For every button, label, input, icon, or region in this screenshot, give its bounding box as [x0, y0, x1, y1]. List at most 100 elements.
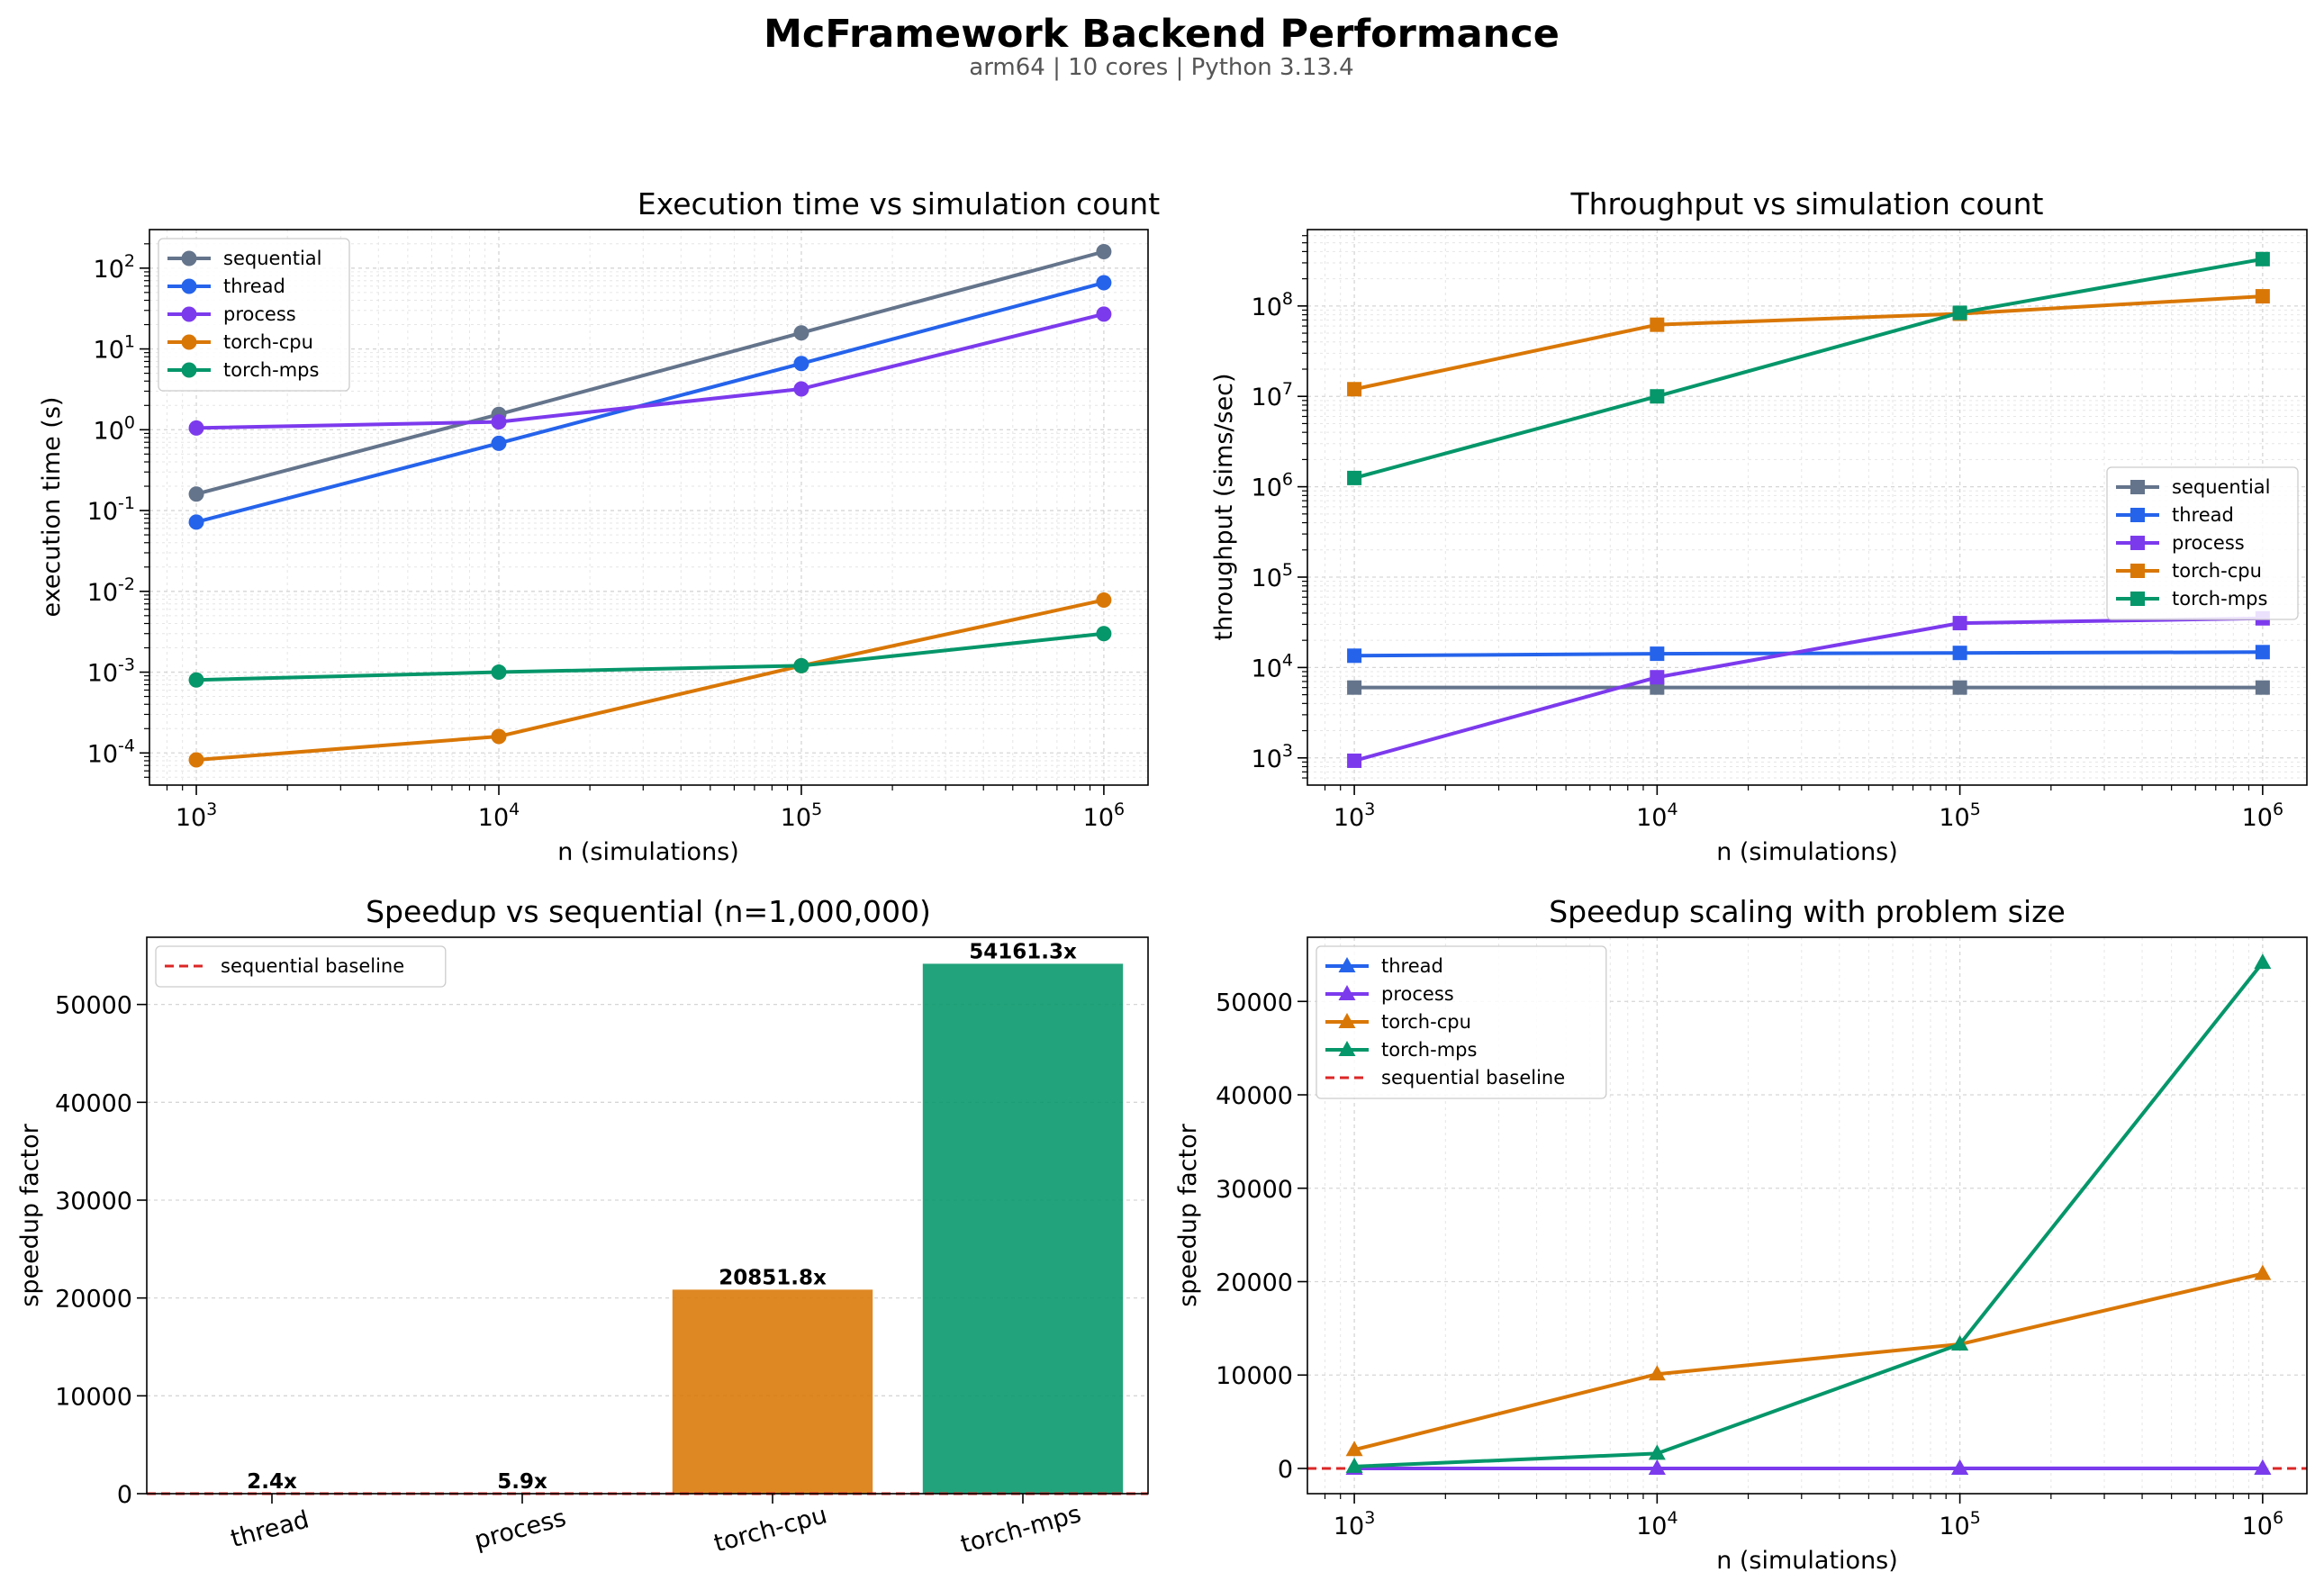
exec-series-process-point: [1096, 306, 1112, 322]
scaling-ytick-label: 20000: [1216, 1269, 1293, 1297]
exec-xtick-label: 105: [781, 800, 822, 832]
thru-legend-sequential-label: sequential: [2172, 476, 2271, 498]
speedup-bar-ylabel: speedup factor: [16, 1123, 44, 1306]
exec-legend-box: [158, 238, 350, 392]
exec-legend-thread-label: thread: [223, 276, 285, 297]
scaling-legend-torch-cpu-label: torch-cpu: [1381, 1011, 1471, 1033]
thru-series-torch-mps-point: [2255, 251, 2270, 267]
exec-series-torch-mps-point: [793, 657, 809, 673]
scaling-series-torch-mps-point: [1345, 1457, 1363, 1473]
thru-legend-box: [2106, 466, 2299, 620]
scaling-series-torch-mps-point: [1648, 1444, 1666, 1460]
thru-series-process-point: [1347, 753, 1362, 768]
thru-series-torch-cpu-point: [2255, 289, 2270, 304]
exec-series-sequential-line: [195, 249, 1105, 496]
speedbar-bar-label-process: 5.9x: [497, 1470, 547, 1494]
figure-title: McFramework Backend Performance: [764, 12, 1560, 57]
thru-legend-torch-mps-label: torch-mps: [2172, 588, 2267, 610]
speedup-bar-title: Speedup vs sequential (n=1,000,000): [366, 894, 931, 929]
exec-series-torch-mps-line: [195, 631, 1105, 682]
thru-ytick-label: 105: [1252, 560, 1293, 592]
scaling-ytick-label: 30000: [1216, 1176, 1293, 1204]
thru-legend-thread-marker: [2130, 508, 2145, 522]
exec-series-thread-point: [793, 356, 809, 372]
exec-ytick-label: 102: [94, 251, 135, 284]
throughput-chart: Throughput vs simulation count 103 104 105…: [1210, 186, 2308, 866]
exec-legend-torch-cpu-marker: [181, 334, 197, 350]
thru-ytick-label: 103: [1252, 741, 1293, 773]
scaling-xtick-label: 104: [1636, 1508, 1677, 1540]
thru-series-sequential-point: [1952, 680, 1967, 695]
scaling-series-torch-cpu-point: [1345, 1441, 1363, 1457]
exec-ytick-label: 100: [94, 412, 135, 445]
exec-xtick-label: 106: [1083, 800, 1125, 832]
exec-series-torch-mps-point: [491, 664, 507, 681]
thru-legend-torch-mps-marker: [2130, 592, 2145, 606]
scaling-series-torch-mps-point: [2254, 953, 2272, 970]
speedbar-ytick-label: 0: [117, 1481, 132, 1509]
scaling-series-torch-cpu-point: [1648, 1365, 1666, 1381]
exec-ytick-label: 10-3: [87, 655, 135, 688]
speedbar-bar-label-thread: 2.4x: [247, 1470, 297, 1494]
thru-series-process-line: [1353, 616, 2263, 763]
execution-time-xlabel: n (simulations): [557, 838, 739, 866]
scaling-xtick-label: 103: [1334, 1508, 1375, 1540]
thru-series-process-point: [1650, 670, 1665, 685]
exec-series-torch-cpu-point: [188, 752, 204, 768]
throughput-xlabel: n (simulations): [1716, 838, 1898, 866]
exec-legend-torch-cpu-label: torch-cpu: [223, 331, 313, 353]
exec-series-torch-cpu-point: [491, 728, 507, 745]
exec-legend-torch-mps-marker: [181, 362, 197, 378]
speedup-bar-chart: Speedup vs sequential (n=1,000,000) 2.4x…: [16, 894, 1149, 1558]
scaling-series-torch-cpu-point: [2254, 1264, 2272, 1280]
thru-series-thread-line: [1354, 650, 2263, 658]
exec-series-sequential-point: [188, 486, 204, 502]
thru-legend-thread-label: thread: [2172, 504, 2234, 526]
thru-series-torch-mps-point: [1952, 305, 1967, 321]
exec-xtick-label: 103: [176, 800, 217, 832]
thru-legend-torch-cpu-label: torch-cpu: [2172, 560, 2262, 582]
scaling-legend-torch-mps-label: torch-mps: [1381, 1039, 1477, 1061]
thru-ytick-label: 107: [1252, 379, 1293, 411]
thru-xtick-label: 103: [1334, 800, 1375, 832]
scaling-ytick-label: 10000: [1216, 1362, 1293, 1390]
exec-series-thread-point: [1096, 275, 1112, 291]
thru-ytick-label: 104: [1252, 650, 1293, 682]
scaling-xtick-label: 106: [2242, 1508, 2283, 1540]
scaling-legend-torch-mps-marker: [1338, 1041, 1356, 1056]
thru-series-torch-cpu-point: [1650, 317, 1665, 332]
exec-series-process-point: [491, 414, 507, 430]
thru-legend-torch-cpu-marker: [2130, 564, 2145, 578]
thru-series-thread-point: [1952, 646, 1967, 661]
thru-legend-process-marker: [2130, 536, 2145, 550]
figure-subtitle: arm64 | 10 cores | Python 3.13.4: [969, 54, 1353, 81]
execution-time-frame: [149, 229, 1149, 786]
speedup-scaling-chart: Speedup scaling with problem size 103 104…: [1174, 894, 2308, 1575]
thru-legend-process-label: process: [2172, 532, 2245, 554]
scaling-legend-process-label: process: [1381, 983, 1454, 1005]
thru-series-torch-mps-line: [1353, 257, 2264, 480]
scaling-legend-sequential-baseline-label: sequential baseline: [1381, 1067, 1565, 1089]
thru-series-thread-point: [1347, 648, 1362, 664]
exec-series-torch-cpu-line: [195, 598, 1105, 763]
exec-legend-process-marker: [181, 306, 197, 322]
scaling-series-process-point: [2254, 1459, 2272, 1475]
scaling-legend-torch-cpu-marker: [1338, 1013, 1356, 1028]
thru-series-process-point: [1952, 616, 1967, 631]
speedbar-legend-sequential-baseline-label: sequential baseline: [221, 955, 404, 977]
exec-legend-sequential-label: sequential: [223, 248, 322, 269]
scaling-series-process-point: [1951, 1459, 1969, 1475]
exec-ytick-label: 101: [94, 332, 135, 365]
throughput-ylabel: throughput (sims/sec): [1210, 373, 1238, 640]
thru-xtick-label: 105: [1939, 800, 1980, 832]
thru-legend-sequential-marker: [2130, 480, 2145, 494]
scaling-legend-box: [1316, 945, 1607, 1099]
scaling-series-torch-mps-point: [1951, 1335, 1969, 1351]
scaling-series-process-point: [1648, 1459, 1666, 1475]
thru-xtick-label: 104: [1636, 800, 1677, 832]
scaling-series-torch-mps-line: [1354, 961, 2265, 1468]
exec-series-torch-mps-point: [1096, 626, 1112, 642]
throughput-title: Throughput vs simulation count: [1569, 186, 2043, 221]
exec-xtick-label: 104: [478, 800, 520, 832]
